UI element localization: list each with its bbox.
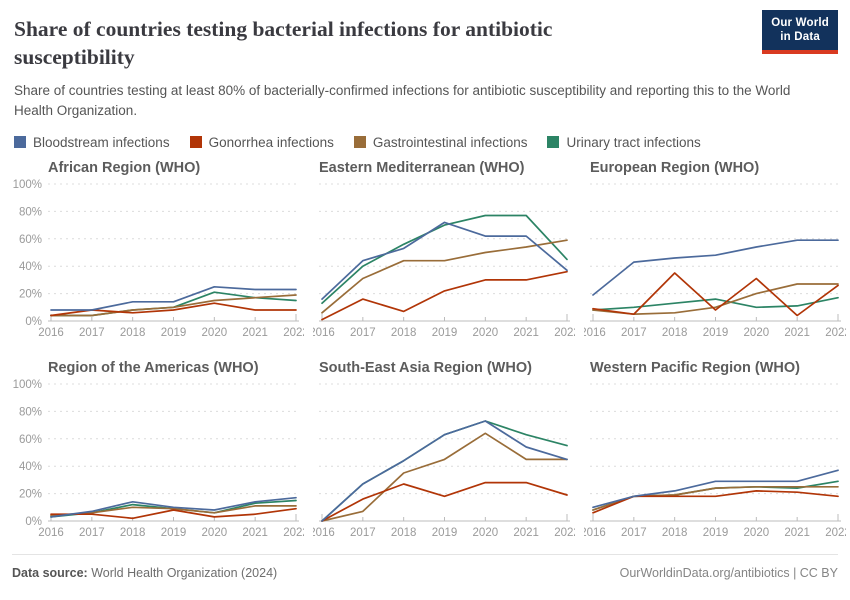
svg-text:20%: 20% [19,288,42,300]
svg-text:2022: 2022 [554,527,575,539]
page-title: Share of countries testing bacterial inf… [14,17,553,69]
bloodstream-swatch-icon [14,136,26,149]
data-source-label: Data source: [12,566,88,580]
chart-title: South-East Asia Region (WHO) [319,359,532,376]
svg-text:20%: 20% [19,488,42,500]
svg-text:2016: 2016 [313,527,335,539]
svg-text:2021: 2021 [784,527,810,539]
svg-text:2019: 2019 [161,527,187,539]
svg-text:2017: 2017 [350,527,376,539]
owid-logo-line2: in Data [780,31,820,44]
svg-text:100%: 100% [13,179,42,191]
svg-text:2016: 2016 [584,527,606,539]
chart-canvas-european-region: 2016 2017 2018 2019 2020 2021 2022 [580,183,850,339]
svg-text:40%: 40% [19,261,42,273]
svg-text:2022: 2022 [554,327,575,339]
svg-text:2020: 2020 [473,527,499,539]
page-subtitle: Share of countries testing at least 80% … [14,83,791,119]
legend: Bloodstream infections Gonorrhea infecti… [14,135,838,150]
svg-text:2021: 2021 [784,327,810,339]
svg-text:2016: 2016 [38,327,64,339]
legend-label: Bloodstream infections [33,134,170,150]
svg-text:2017: 2017 [79,527,105,539]
chart-title: Western Pacific Region (WHO) [590,359,801,376]
svg-text:80%: 80% [19,406,42,418]
svg-text:2018: 2018 [120,527,146,539]
svg-text:2018: 2018 [662,527,688,539]
svg-text:2017: 2017 [621,527,647,539]
svg-text:2022: 2022 [825,527,846,539]
svg-text:2020: 2020 [202,327,228,339]
chart-title: Eastern Mediterranean (WHO) [319,159,525,176]
chart-region-of-americas: Region of the Americas (WHO) 0% 20% 40% 60%… [12,359,309,548]
owid-logo-line1: Our World [771,17,829,29]
svg-text:2016: 2016 [584,327,606,339]
svg-text:0%: 0% [25,516,42,528]
data-source: Data source: World Health Organization (… [12,566,277,580]
svg-text:2022: 2022 [283,527,304,539]
svg-text:60%: 60% [19,433,42,445]
svg-text:2021: 2021 [513,327,539,339]
svg-text:80%: 80% [19,206,42,218]
svg-text:0%: 0% [25,316,42,328]
svg-text:2017: 2017 [79,327,105,339]
legend-label: Urinary tract infections [566,134,701,150]
urinary-swatch-icon [547,136,560,149]
svg-text:100%: 100% [13,379,42,391]
data-source-value: World Health Organization (2024) [91,566,278,580]
svg-text:40%: 40% [19,461,42,473]
owid-logo[interactable]: Our World in Data [762,10,838,54]
legend-item-gonorrhea[interactable]: Gonorrhea infections [189,134,334,150]
attribution-link[interactable]: OurWorldinData.org/antibiotics | CC BY [619,566,838,580]
svg-text:2019: 2019 [432,327,458,339]
small-multiples-grid: African Region (WHO) 0% 20% 40% 60% 80% 100% 2… [12,159,850,548]
svg-text:2020: 2020 [744,527,770,539]
chart-western-pacific: Western Pacific Region (WHO) 20162017201… [580,359,850,548]
svg-text:2020: 2020 [202,527,228,539]
legend-item-bloodstream[interactable]: Bloodstream infections [14,135,170,150]
svg-text:2019: 2019 [161,327,187,339]
svg-text:2018: 2018 [391,327,417,339]
svg-text:2019: 2019 [432,527,458,539]
chart-south-east-asia: South-East Asia Region (WHO) 20162017201… [309,359,580,548]
svg-text:2016: 2016 [313,327,335,339]
legend-item-urinary[interactable]: Urinary tract infections [547,134,701,150]
chart-canvas-african-region: 0% 20% 40% 60% 80% 100% 2016 2017 2018 2019 2020 20… [13,179,309,339]
footer: Data source: World Health Organization (… [12,554,838,580]
svg-text:2020: 2020 [473,327,499,339]
gonorrhea-swatch-icon [189,136,202,149]
chart-european-region: European Region (WHO) 201620172018201920… [580,159,850,348]
chart-title: Region of the Americas (WHO) [48,359,259,376]
svg-text:2017: 2017 [350,327,376,339]
chart-african-region: African Region (WHO) 0% 20% 40% 60% 80% 100% 2… [12,159,309,348]
svg-text:2021: 2021 [242,327,268,339]
legend-label: Gastrointestinal infections [372,134,528,150]
svg-text:2019: 2019 [703,527,729,539]
chart-title: European Region (WHO) [590,159,760,176]
svg-text:2021: 2021 [242,527,268,539]
chart-eastern-mediterranean: Eastern Mediterranean (WHO) 2016 2017 2018… [309,159,580,348]
svg-text:2017: 2017 [621,327,647,339]
svg-text:2022: 2022 [283,327,304,339]
chart-title: African Region (WHO) [48,159,201,176]
svg-text:2016: 2016 [38,527,64,539]
chart-canvas-region-of-americas: 0% 20% 40% 60% 80% 100% 2016 2017 2018 2019 2020 20… [13,379,309,539]
svg-text:2019: 2019 [703,327,729,339]
svg-text:2020: 2020 [744,327,770,339]
legend-item-gastrointestinal[interactable]: Gastrointestinal infections [353,134,528,150]
svg-text:2018: 2018 [391,527,417,539]
svg-text:2018: 2018 [662,327,688,339]
svg-text:60%: 60% [19,233,42,245]
chart-canvas-western-pacific: 2016 2017 2018 2019 2020 2021 2022 [580,383,850,539]
svg-text:2022: 2022 [825,327,846,339]
chart-canvas-south-east-asia: 2016 2017 2018 2019 2020 2021 2022 [309,383,580,539]
chart-canvas-eastern-mediterranean: 2016 2017 2018 2019 2020 2021 2022 [309,183,580,339]
legend-label: Gonorrhea infections [208,134,334,150]
svg-text:2018: 2018 [120,327,146,339]
svg-text:2021: 2021 [513,527,539,539]
gastrointestinal-swatch-icon [353,136,366,149]
